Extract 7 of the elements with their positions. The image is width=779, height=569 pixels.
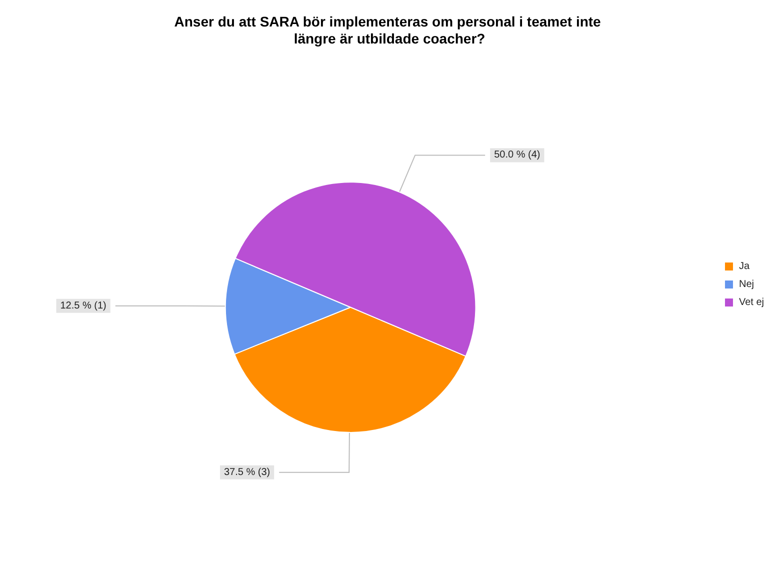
- chart-title: Anser du att SARA bör implementeras om personal i teamet inte längre är utbildade coacher?: [174, 14, 605, 46]
- legend-label: Nej: [738, 279, 754, 290]
- data-label: 12.5 % (1): [60, 300, 106, 312]
- data-label: 50.0 % (4): [494, 150, 540, 161]
- legend-label: Ja: [738, 261, 750, 272]
- data-label: 37.5 % (3): [224, 466, 270, 478]
- legend-label: Vet ej: [738, 297, 764, 308]
